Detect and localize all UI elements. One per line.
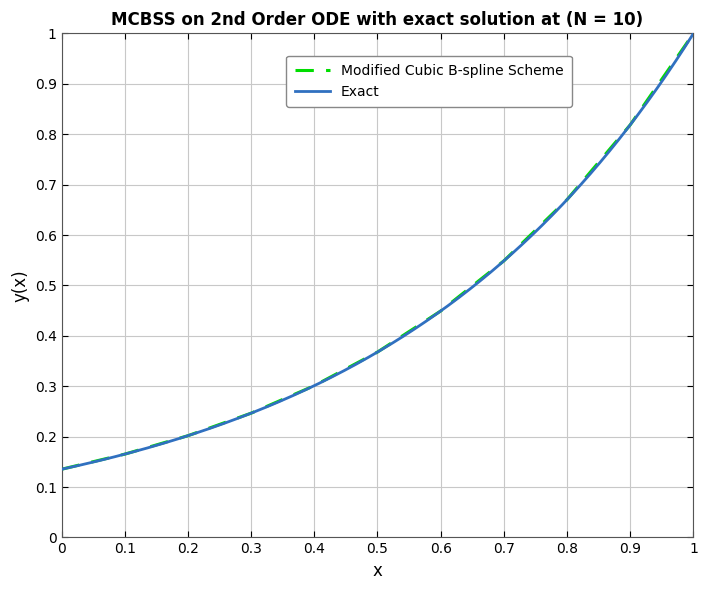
Exact: [491, 265, 500, 272]
Modified Cubic B-spline Scheme: [373, 349, 381, 356]
Exact: [122, 450, 130, 457]
Modified Cubic B-spline Scheme: [500, 257, 508, 264]
X-axis label: x: x: [372, 562, 382, 580]
Exact: [562, 197, 570, 204]
Modified Cubic B-spline Scheme: [57, 466, 66, 473]
Line: Modified Cubic B-spline Scheme: Modified Cubic B-spline Scheme: [62, 34, 693, 469]
Modified Cubic B-spline Scheme: [310, 382, 318, 389]
Exact: [313, 381, 321, 388]
Exact: [335, 369, 344, 376]
Exact: [689, 30, 698, 37]
Line: Exact: Exact: [62, 34, 693, 469]
Exact: [550, 209, 559, 216]
Modified Cubic B-spline Scheme: [626, 121, 635, 128]
Modified Cubic B-spline Scheme: [563, 196, 571, 203]
Modified Cubic B-spline Scheme: [121, 450, 129, 457]
Y-axis label: y(x): y(x): [11, 269, 29, 302]
Modified Cubic B-spline Scheme: [247, 410, 255, 417]
Legend: Modified Cubic B-spline Scheme, Exact: Modified Cubic B-spline Scheme, Exact: [286, 56, 571, 107]
Title: MCBSS on 2nd Order ODE with exact solution at (N = 10): MCBSS on 2nd Order ODE with exact soluti…: [111, 11, 644, 29]
Modified Cubic B-spline Scheme: [437, 307, 445, 314]
Modified Cubic B-spline Scheme: [184, 432, 192, 439]
Exact: [57, 466, 66, 473]
Modified Cubic B-spline Scheme: [689, 30, 698, 37]
